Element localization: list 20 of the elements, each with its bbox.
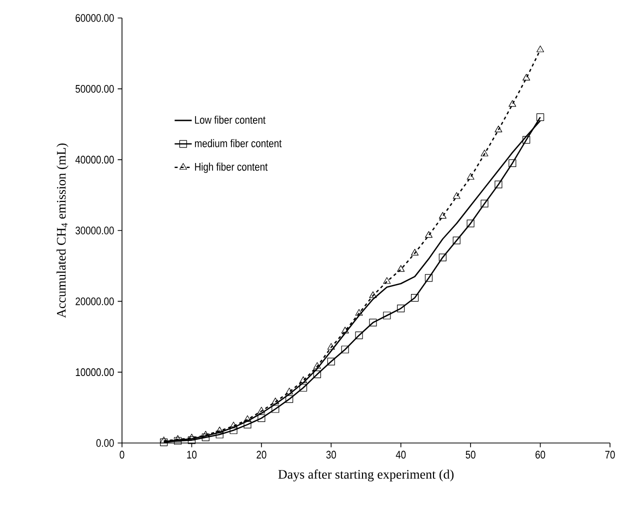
- legend-label: medium fiber content: [195, 139, 282, 148]
- x-axis-title: Days after starting experiment (d): [278, 469, 454, 482]
- x-tick-label: 20: [256, 450, 266, 459]
- legend-label: High fiber content: [195, 162, 268, 173]
- x-tick-label: 50: [466, 450, 476, 459]
- y-tick-label: 50000.00: [76, 84, 114, 93]
- x-tick-label: 60: [536, 450, 546, 459]
- y-tick-label: 60000.00: [76, 14, 114, 22]
- x-tick-label: 40: [396, 450, 406, 459]
- y-tick-label: 40000.00: [75, 156, 114, 164]
- x-tick-label: 30: [326, 450, 336, 459]
- x-tick-label: 10: [187, 450, 197, 459]
- legend-label: Low fiber content: [195, 116, 266, 124]
- x-tick-label: 0: [120, 450, 124, 459]
- y-axis-title: Accumulated CH$_{4}$ emission (mL): [56, 144, 68, 318]
- y-tick-label: 0.00: [96, 439, 114, 447]
- y-tick-label: 10000.00: [76, 368, 114, 376]
- y-tick-label: 20000.00: [76, 297, 114, 306]
- y-tick-label: 30000.00: [76, 226, 114, 234]
- x-tick-label: 70: [605, 450, 615, 459]
